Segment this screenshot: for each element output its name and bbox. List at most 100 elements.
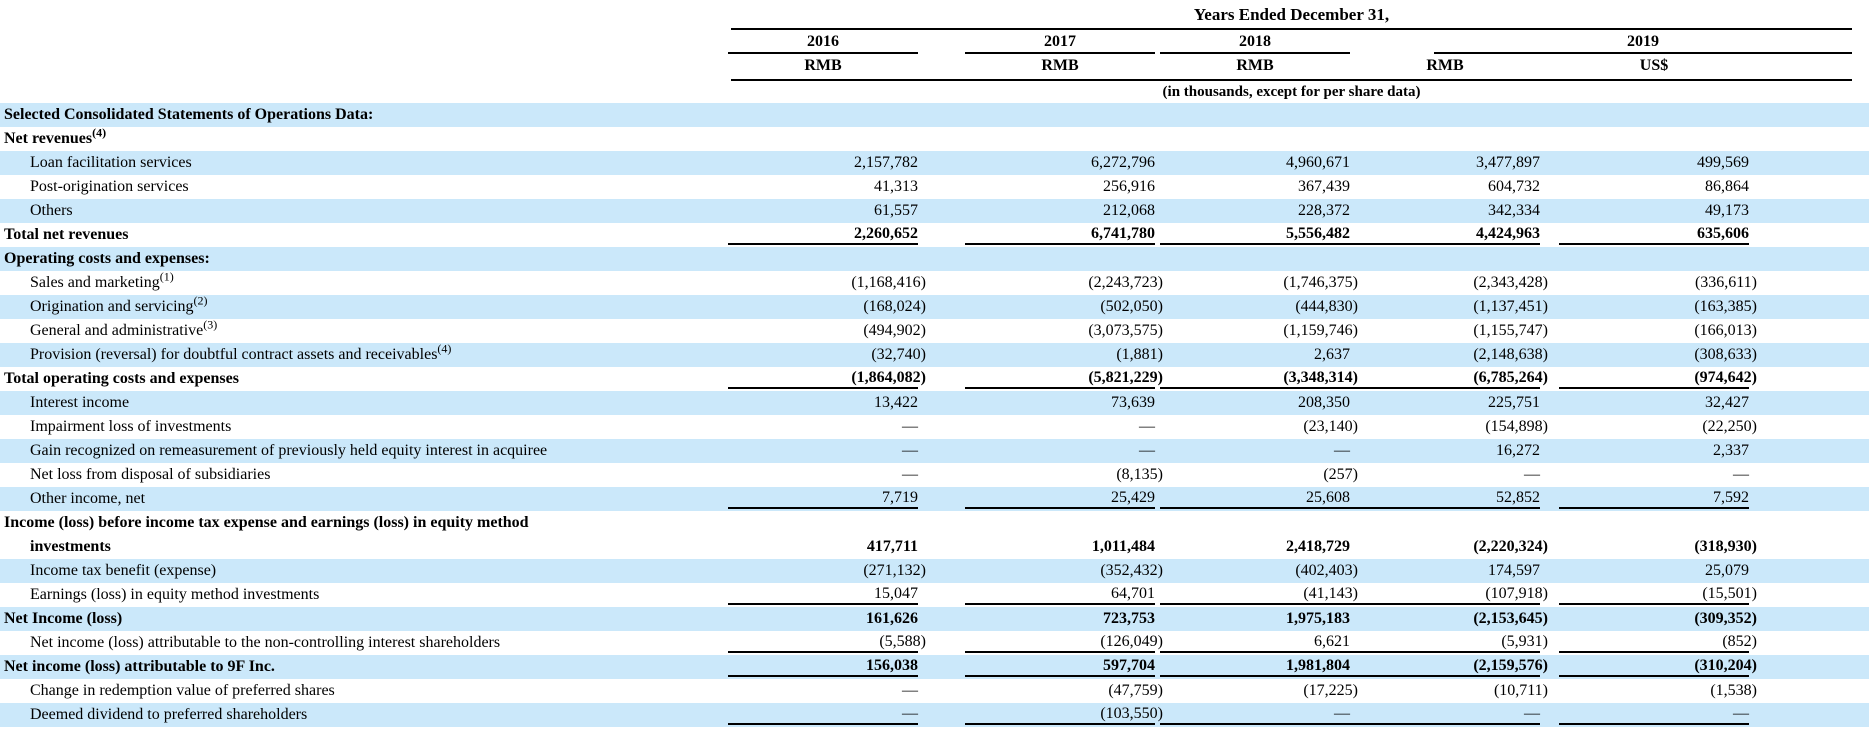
row-label: Net income (loss) attributable to 9F Inc… [4,658,275,675]
table-row: Provision (reversal) for doubtful contra… [0,343,1869,367]
currency-header: RMB [1426,57,1464,74]
row-label: Selected Consolidated Statements of Oper… [4,106,374,123]
table-row: Net revenues(4) [0,127,1869,151]
cell-value-2017: (502,050) [1100,298,1163,315]
cell-value-2019-usd: — [1535,703,1869,727]
cell-value-2019-rmb: 16,272 [1496,442,1540,459]
row-label: Sales and marketing(1) [30,269,174,291]
cell-value-2016: — [902,418,918,435]
cell-value-2018: 5,556,482 [1155,223,1350,247]
cell-value-2019-rmb: 342,334 [1488,202,1540,219]
cell-value-2018: (23,140) [1303,418,1358,435]
cell-value-2018: 1,981,804 [1155,655,1350,679]
cell-value-2019-rmb: 3,477,897 [1476,154,1540,171]
table-row: Income tax benefit (expense) (271,132) (… [0,559,1869,583]
row-label: Net income (loss) attributable to the no… [30,634,501,651]
year-header-2017: 2017 [965,33,1155,54]
year-header-2018: 2018 [1160,33,1350,54]
cell-value-2016 [612,511,918,535]
cell-value-2019-usd: (310,204) [1535,655,1869,679]
currency-header: RMB [1041,57,1079,74]
footnote-marker: (2) [193,293,208,308]
cell-value-2017: 64,701 [918,583,1155,607]
cell-value-2017: 25,429 [918,487,1155,511]
row-label: Others [30,202,73,219]
cell-value-2019-usd: 7,592 [1535,487,1869,511]
year-header-2019: 2019 [1434,33,1852,54]
cell-value-2018 [1155,127,1350,151]
currency-header: RMB [1236,57,1274,74]
row-label: Income (loss) before income tax expense … [4,514,529,531]
cell-value-2019-usd: (336,611) [1694,274,1757,291]
cell-value-2017: (103,550) [918,703,1163,727]
table-row: Total operating costs and expenses (1,86… [0,367,1869,391]
cell-value-2018: — [1155,703,1350,727]
cell-value-2019-usd [1535,247,1869,271]
footnote-marker: (4) [92,125,107,140]
cell-value-2017: 6,272,796 [1091,154,1155,171]
cell-value-2019-usd: (1,538) [1710,682,1757,699]
cell-value-2019-usd: (852) [1535,631,1869,655]
cell-value-2018 [1155,247,1350,271]
cell-value-2017: (126,049) [918,631,1163,655]
cell-value-2017 [918,103,1155,127]
row-label: Impairment loss of investments [30,418,232,435]
cell-value-2017 [918,511,1155,535]
cell-value-2019-usd: (22,250) [1702,418,1757,435]
cell-value-2016: (168,024) [863,298,926,315]
cell-value-2016: 2,260,652 [612,223,918,247]
cell-value-2018: 228,372 [1298,202,1350,219]
cell-value-2016: — [612,703,918,727]
cell-value-2018: 6,621 [1155,631,1350,655]
cell-value-2019-rmb [1350,127,1535,151]
table-row: Others 61,557 212,068 228,372 342,334 49… [0,199,1869,223]
table-row: Selected Consolidated Statements of Oper… [0,103,1869,127]
cell-value-2016: 161,626 [866,610,918,627]
header-title-row: Years Ended December 31, [0,0,1869,30]
cell-value-2019-rmb: (1,137,451) [1473,298,1548,315]
cell-value-2018: 367,439 [1298,178,1350,195]
cell-value-2018: 1,975,183 [1286,610,1350,627]
cell-value-2018: 2,637 [1314,346,1350,363]
cell-value-2019-usd [1535,103,1869,127]
row-label: Other income, net [30,490,146,507]
cell-value-2017: (5,821,229) [918,367,1163,391]
row-label: Operating costs and expenses: [4,250,210,267]
table-row: Origination and servicing(2) (168,024) (… [0,295,1869,319]
cell-value-2017: 597,704 [918,655,1155,679]
cell-value-2019-rmb: (6,785,264) [1350,367,1548,391]
row-label: Change in redemption value of preferred … [30,682,335,699]
cell-value-2018: (17,225) [1303,682,1358,699]
cell-value-2019-rmb: — [1524,466,1540,483]
table-row: Net income (loss) attributable to 9F Inc… [0,655,1869,679]
table-row: Other income, net 7,719 25,429 25,608 52… [0,487,1869,511]
cell-value-2016: 15,047 [612,583,918,607]
cell-value-2019-rmb: 4,424,963 [1350,223,1540,247]
row-label: Provision (reversal) for doubtful contra… [30,341,452,363]
cell-value-2017: 6,741,780 [918,223,1155,247]
table-row: Loan facilitation services 2,157,782 6,2… [0,151,1869,175]
row-label: Post-origination services [30,178,189,195]
header-currency-row: RMB RMB RMB RMB US$ [0,54,1869,76]
cell-value-2019-usd: (163,385) [1694,298,1757,315]
cell-value-2019-usd: (166,013) [1694,322,1757,339]
cell-value-2017: 723,753 [1103,610,1155,627]
row-label: Gain recognized on remeasurement of prev… [30,442,548,459]
row-label: Interest income [30,394,130,411]
cell-value-2019-rmb: (2,148,638) [1473,346,1548,363]
cell-value-2019-rmb: (2,220,324) [1473,538,1548,555]
cell-value-2018: (41,143) [1155,583,1358,607]
table-row: Gain recognized on remeasurement of prev… [0,439,1869,463]
cell-value-2016 [612,103,918,127]
row-label: Net loss from disposal of subsidiaries [30,466,271,483]
table-row: Operating costs and expenses: [0,247,1869,271]
cell-value-2016: 156,038 [612,655,918,679]
cell-value-2019-rmb: (2,159,576) [1350,655,1548,679]
cell-value-2016: 2,157,782 [854,154,918,171]
cell-value-2016: 13,422 [874,394,918,411]
cell-value-2019-usd: 25,079 [1705,562,1749,579]
cell-value-2019-usd: 635,606 [1535,223,1869,247]
row-label: Income tax benefit (expense) [30,562,217,579]
cell-value-2017: (352,432) [1100,562,1163,579]
currency-header: US$ [1639,57,1669,74]
